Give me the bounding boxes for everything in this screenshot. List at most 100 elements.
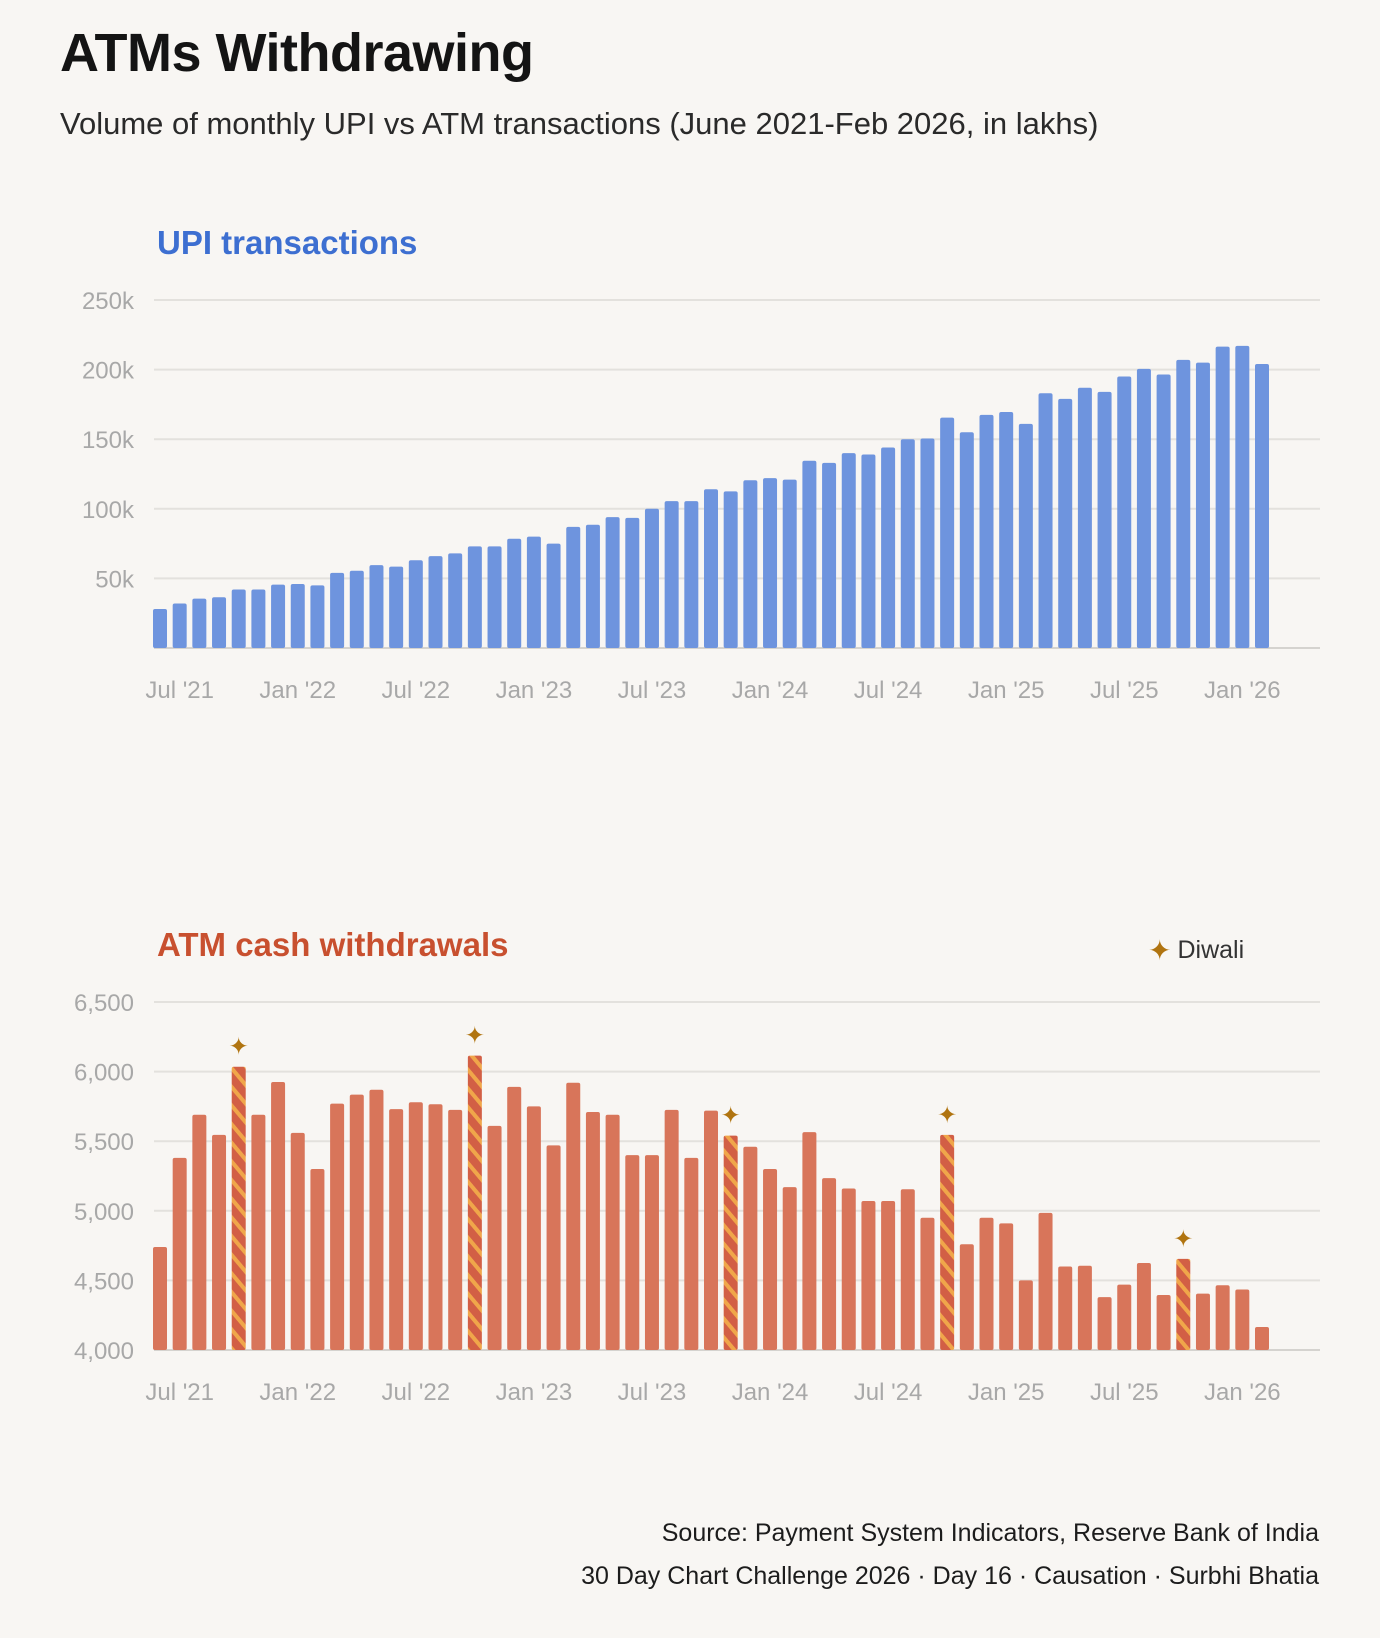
bar	[900, 1189, 915, 1350]
x-tick-label: Jul '21	[145, 1379, 214, 1406]
y-tick-label: 150k	[82, 427, 135, 454]
bar	[605, 517, 620, 648]
bar	[1235, 345, 1250, 648]
bar	[959, 432, 974, 648]
source-note: Source: Payment System Indicators, Reser…	[661, 1519, 1319, 1547]
x-tick-label: Jan '26	[1204, 1379, 1281, 1406]
bar	[487, 1125, 502, 1350]
atm-bar-chart: 4,000 4,500 5,000 5,500 6,000 6,500 ✦ ✦ ✦ ✦ ✦ Jul '…	[74, 990, 1320, 1406]
diwali-bar	[467, 1055, 482, 1350]
x-tick-label: Jul '24	[854, 677, 923, 704]
bar	[920, 1217, 935, 1350]
bar	[1156, 374, 1171, 648]
bar	[1038, 393, 1053, 648]
bar	[841, 1188, 856, 1350]
bar	[330, 1103, 345, 1350]
bar	[822, 1178, 837, 1350]
bar	[467, 546, 482, 648]
y-tick-label: 250k	[82, 288, 135, 315]
bar	[1097, 1297, 1112, 1350]
bar	[861, 1201, 876, 1350]
bar	[1136, 1263, 1151, 1350]
diwali-legend: ✦ Diwali	[1148, 934, 1244, 967]
bar	[369, 565, 384, 648]
bar	[861, 454, 876, 648]
bar	[900, 439, 915, 648]
bar	[172, 603, 187, 648]
bar	[1195, 1293, 1210, 1350]
bar	[448, 553, 463, 648]
diwali-marker-icon: ✦	[1173, 1226, 1193, 1253]
bar	[881, 447, 896, 648]
y-tick-label: 100k	[82, 497, 135, 524]
x-tick-label: Jul '25	[1090, 677, 1159, 704]
y-tick-label: 6,000	[74, 1060, 134, 1087]
bar	[822, 462, 837, 648]
bar	[212, 1134, 227, 1350]
x-tick-label: Jul '23	[618, 677, 687, 704]
diwali-bar	[940, 1134, 955, 1350]
bar	[1235, 1289, 1250, 1350]
bar	[1058, 1266, 1073, 1350]
bar	[507, 1086, 522, 1350]
bar	[330, 572, 345, 648]
diwali-marker-icon: ✦	[721, 1103, 741, 1130]
credit-note: 30 Day Chart Challenge 2026 · Day 16 · C…	[581, 1562, 1319, 1590]
bar	[1215, 1285, 1230, 1350]
bar	[644, 1155, 659, 1350]
bar	[271, 1082, 286, 1350]
bar	[920, 438, 935, 648]
diwali-marker-icon: ✦	[937, 1102, 957, 1129]
bar	[1156, 1295, 1171, 1350]
bar	[979, 414, 994, 648]
x-tick-label: Jan '24	[732, 677, 809, 704]
x-tick-label: Jan '22	[259, 1379, 336, 1406]
bar	[881, 1201, 896, 1350]
x-tick-label: Jul '23	[618, 1379, 687, 1406]
bar	[1255, 364, 1269, 648]
bar	[1136, 368, 1151, 648]
y-tick-label: 4,000	[74, 1338, 134, 1365]
bar	[979, 1217, 994, 1350]
bar	[959, 1244, 974, 1350]
diwali-marker-icon: ✦	[465, 1023, 485, 1050]
bar	[763, 1169, 778, 1350]
upi-chart-title: UPI transactions	[157, 224, 418, 261]
diwali-bar	[1176, 1258, 1191, 1350]
bar	[408, 1102, 423, 1350]
x-tick-label: Jan '25	[968, 1379, 1045, 1406]
diwali-star-icon: ✦	[1148, 935, 1172, 966]
bar	[369, 1089, 384, 1350]
bar	[1255, 1327, 1269, 1350]
bar	[1018, 423, 1033, 648]
bar	[999, 1223, 1014, 1350]
bar	[251, 589, 266, 648]
bar	[1215, 346, 1230, 648]
page-subtitle: Volume of monthly UPI vs ATM transaction…	[60, 106, 1099, 141]
bar	[625, 517, 640, 648]
bar	[546, 1145, 561, 1350]
bar	[212, 597, 227, 648]
diwali-bar	[231, 1066, 246, 1350]
bar	[251, 1114, 266, 1350]
x-tick-label: Jan '22	[259, 677, 336, 704]
bar	[526, 1106, 541, 1350]
y-tick-label: 5,500	[74, 1129, 134, 1156]
bar	[192, 1114, 207, 1350]
y-tick-label: 200k	[82, 358, 135, 385]
bar	[841, 453, 856, 648]
bar	[1176, 359, 1191, 648]
bar	[271, 584, 286, 648]
bar	[644, 508, 659, 648]
bar	[704, 1110, 718, 1350]
bar	[605, 1114, 620, 1350]
x-tick-label: Jul '25	[1090, 1379, 1159, 1406]
bar	[1077, 387, 1092, 648]
x-tick-label: Jan '23	[496, 1379, 573, 1406]
bar	[428, 556, 443, 648]
bar	[782, 479, 797, 648]
bar	[526, 536, 541, 648]
bar	[585, 1111, 600, 1350]
bar	[704, 489, 718, 648]
y-tick-label: 50k	[95, 566, 135, 593]
